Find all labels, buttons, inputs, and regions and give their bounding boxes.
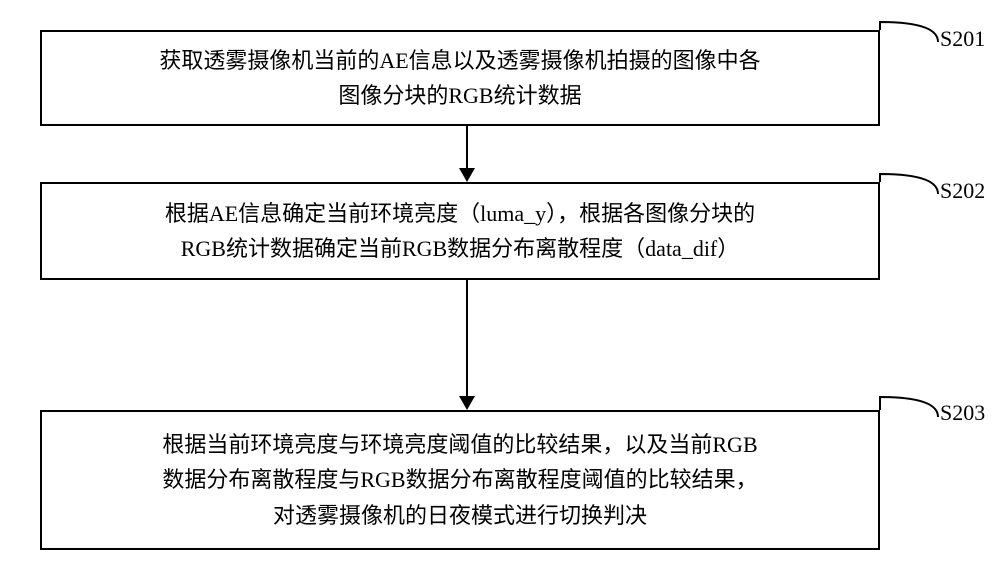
step-1-line-2: 图像分块的RGB统计数据 xyxy=(338,83,581,108)
arrow-2 xyxy=(459,280,475,410)
flowchart-step-1: 获取透雾摄像机当前的AE信息以及透雾摄像机拍摄的图像中各 图像分块的RGB统计数… xyxy=(40,30,880,126)
step-2-line-2: RGB统计数据确定当前RGB数据分布离散程度（data_dif） xyxy=(181,236,740,261)
arrow-2-line xyxy=(466,280,468,396)
arrow-1-line xyxy=(466,126,468,168)
step-3-text: 根据当前环境亮度与环境亮度阈值的比较结果，以及当前RGB 数据分布离散程度与RG… xyxy=(142,415,777,545)
step-1-line-1: 获取透雾摄像机当前的AE信息以及透雾摄像机拍摄的图像中各 xyxy=(159,48,760,73)
arrow-1 xyxy=(459,126,475,182)
connector-curve-3 xyxy=(878,395,943,425)
connector-curve-2 xyxy=(878,172,943,202)
connector-curve-1 xyxy=(878,20,943,50)
step-2-line-1: 根据AE信息确定当前环境亮度（luma_y），根据各图像分块的 xyxy=(165,201,755,226)
flowchart-step-2: 根据AE信息确定当前环境亮度（luma_y），根据各图像分块的 RGB统计数据确… xyxy=(40,182,880,280)
step-1-text: 获取透雾摄像机当前的AE信息以及透雾摄像机拍摄的图像中各 图像分块的RGB统计数… xyxy=(139,31,780,125)
step-label-1: S201 xyxy=(940,26,1000,52)
step-3-line-2: 数据分布离散程度与RGB数据分布离散程度阈值的比较结果， xyxy=(162,467,757,492)
step-label-3: S203 xyxy=(940,400,1000,426)
arrow-2-head xyxy=(459,396,475,410)
step-2-text: 根据AE信息确定当前环境亮度（luma_y），根据各图像分块的 RGB统计数据确… xyxy=(145,184,775,278)
flowchart-step-3: 根据当前环境亮度与环境亮度阈值的比较结果，以及当前RGB 数据分布离散程度与RG… xyxy=(40,410,880,550)
step-label-2: S202 xyxy=(940,178,1000,204)
step-3-line-1: 根据当前环境亮度与环境亮度阈值的比较结果，以及当前RGB xyxy=(162,432,757,457)
step-3-line-3: 对透雾摄像机的日夜模式进行切换判决 xyxy=(273,503,647,528)
arrow-1-head xyxy=(459,168,475,182)
